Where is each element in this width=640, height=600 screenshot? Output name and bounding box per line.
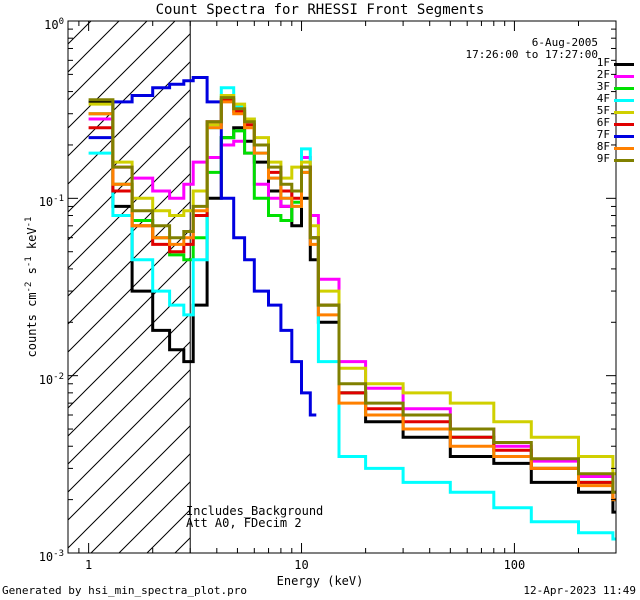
legend-label: 3F [596,80,610,93]
legend-swatch [614,99,634,102]
legend-label: 5F [596,104,610,117]
y-tick-base: 10 [44,18,59,32]
legend-swatch [614,75,634,78]
legend-item: 1F [490,56,640,70]
x-axis-label-text: Energy (keV) [276,574,364,588]
series-line-9f [88,96,616,494]
y-tick-label: 10-1 [39,192,64,209]
x-tick-label: 1 [85,558,93,572]
y-tick-label: 100 [44,15,64,32]
legend-item: 8F [490,140,640,154]
annotation-attenuator: Att A0, FDecim 2 [186,516,302,530]
y-label-exp2: -1 [24,256,34,268]
legend-swatch [614,135,634,138]
series-line-8f [88,100,616,502]
date-label: 6-Aug-2005 [531,36,598,49]
y-label-exp3: -1 [24,216,34,228]
y-tick-base: 10 [38,195,54,210]
chart-title: Count Spectra for RHESSI Front Segments [155,2,485,18]
legend-label: 2F [596,68,610,81]
annotation-background: Includes_Background [186,504,324,518]
y-label-base: counts cm [25,292,39,358]
legend-label: 8F [596,140,610,153]
legend-label: 6F [596,116,610,129]
legend-item: 9F [490,152,640,166]
y-tick-exponent: -1 [53,194,64,205]
y-tick-exponent: -2 [53,371,64,382]
legend-item: 6F [490,116,640,130]
legend-label: 7F [596,128,610,141]
legend-swatch [614,159,634,162]
y-tick-exponent: 0 [58,17,64,27]
x-tick-label: 10 [294,558,309,572]
legend-swatch [614,63,634,66]
time-range-label: 17:26:00 to 17:27:00 [465,48,598,61]
legend-label: 1F [596,56,610,69]
series-line-7f [88,76,317,417]
axis-ticks [67,20,617,554]
y-tick-label: 10-2 [39,370,64,387]
x-tick-label: 100 [503,558,526,572]
legend-label: 4F [596,92,610,105]
y-axis-label: counts cm-2 s-1 keV-1 [21,167,39,407]
legend-swatch [614,111,634,114]
legend-swatch [614,123,634,126]
legend-swatch [614,147,634,150]
legend-item: 2F [490,68,640,82]
y-label-mid2: keV [25,227,39,257]
y-tick-label: 10-3 [39,547,64,564]
hatched-low-energy-region [68,21,191,553]
y-label-exp1: -2 [24,281,34,293]
legend-item: 4F [490,92,640,106]
legend-item: 3F [490,80,640,94]
x-axis-label: Energy (keV) [0,574,640,588]
legend-item: 5F [490,104,640,118]
y-tick-exponent: -3 [53,549,64,559]
footer-generated-by: Generated by hsi_min_spectra_plot.pro [2,584,248,597]
plot-frame [67,20,617,554]
legend-item: 7F [490,128,640,142]
legend-swatch [614,87,634,90]
y-tick-base: 10 [38,372,54,387]
series-group [88,76,616,541]
footer-timestamp: 12-Apr-2023 11:49 [523,584,636,597]
legend-label: 9F [596,152,610,165]
y-tick-base: 10 [38,550,54,564]
y-label-mid1: s [25,267,39,282]
legend: 1F 2F 3F 4F 5F 6F 7F 8F 9F [490,56,640,170]
